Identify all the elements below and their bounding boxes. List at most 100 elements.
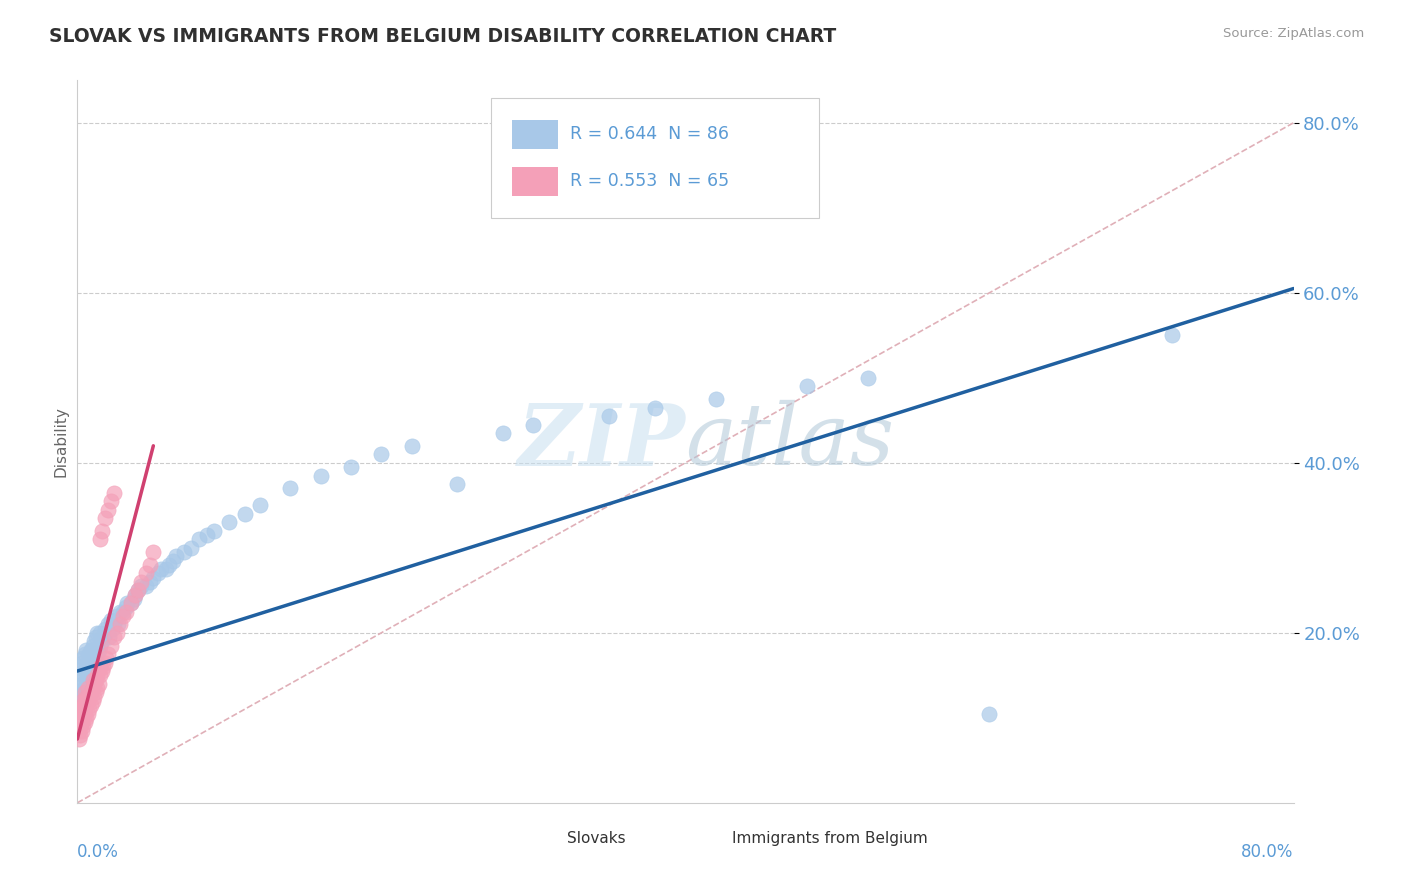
Point xyxy=(84,673,107,687)
Point xyxy=(69,719,91,733)
Point xyxy=(86,681,108,695)
Point xyxy=(309,468,332,483)
Text: SLOVAK VS IMMIGRANTS FROM BELGIUM DISABILITY CORRELATION CHART: SLOVAK VS IMMIGRANTS FROM BELGIUM DISABI… xyxy=(49,27,837,45)
Point xyxy=(155,562,177,576)
Point xyxy=(69,702,91,716)
Text: Source: ZipAtlas.com: Source: ZipAtlas.com xyxy=(1223,27,1364,40)
Point xyxy=(79,690,101,704)
Point xyxy=(83,677,105,691)
Point xyxy=(77,694,100,708)
Point xyxy=(70,723,93,738)
Point xyxy=(124,588,146,602)
Point xyxy=(72,690,94,704)
Text: ZIP: ZIP xyxy=(517,400,686,483)
Point xyxy=(82,660,104,674)
Text: atlas: atlas xyxy=(686,401,894,483)
Point xyxy=(83,634,105,648)
Point xyxy=(129,579,152,593)
Point xyxy=(89,668,111,682)
Point xyxy=(79,647,101,661)
Point xyxy=(139,558,162,572)
Point xyxy=(173,545,195,559)
Point xyxy=(75,677,97,691)
Point xyxy=(96,625,118,640)
Point xyxy=(1161,328,1184,343)
Point xyxy=(146,566,169,581)
Point xyxy=(107,617,129,632)
Point xyxy=(72,711,94,725)
Point xyxy=(75,711,97,725)
Point xyxy=(80,642,103,657)
Point xyxy=(69,728,91,742)
Point xyxy=(165,549,187,564)
Point xyxy=(70,714,93,729)
Point xyxy=(67,694,90,708)
Point xyxy=(84,630,107,644)
Point xyxy=(218,516,240,530)
Point xyxy=(86,668,108,682)
Point xyxy=(89,625,111,640)
Point xyxy=(80,698,103,712)
Text: R = 0.644  N = 86: R = 0.644 N = 86 xyxy=(569,125,728,143)
Point xyxy=(91,630,114,644)
Point xyxy=(79,702,101,716)
Point xyxy=(93,511,115,525)
Point xyxy=(73,681,96,695)
Point xyxy=(72,651,94,665)
Point xyxy=(796,379,818,393)
Point xyxy=(73,664,96,678)
Point xyxy=(98,630,121,644)
Point xyxy=(70,677,93,691)
Point xyxy=(124,588,146,602)
Point xyxy=(80,664,103,678)
Point xyxy=(84,651,107,665)
Point xyxy=(77,673,100,687)
Point xyxy=(127,583,149,598)
Point xyxy=(77,656,100,670)
Point xyxy=(97,647,120,661)
Point xyxy=(73,647,96,661)
Point xyxy=(90,524,112,538)
Point xyxy=(195,528,218,542)
Point xyxy=(72,719,94,733)
Point xyxy=(89,639,111,653)
Point xyxy=(105,608,128,623)
Point xyxy=(73,706,96,721)
Point xyxy=(446,477,468,491)
Point xyxy=(93,622,115,636)
Point xyxy=(522,417,544,432)
Point xyxy=(111,608,134,623)
Point xyxy=(90,664,112,678)
Point xyxy=(127,583,149,598)
Point xyxy=(142,545,165,559)
Point xyxy=(69,685,91,699)
Point xyxy=(492,425,515,440)
Point xyxy=(69,660,91,674)
Point xyxy=(188,533,211,547)
Point xyxy=(120,596,142,610)
Point xyxy=(67,723,90,738)
Point xyxy=(75,660,97,674)
Point xyxy=(370,447,392,461)
Point xyxy=(70,656,93,670)
Point xyxy=(72,698,94,712)
FancyBboxPatch shape xyxy=(512,167,558,196)
Text: 0.0%: 0.0% xyxy=(77,843,120,861)
Point xyxy=(93,656,115,670)
Point xyxy=(73,714,96,729)
Point xyxy=(67,673,90,687)
Point xyxy=(75,698,97,712)
Point xyxy=(75,690,97,704)
Point xyxy=(162,553,184,567)
Point xyxy=(233,507,256,521)
Point xyxy=(135,566,157,581)
Point xyxy=(70,694,93,708)
Point xyxy=(278,481,301,495)
Point xyxy=(120,596,142,610)
FancyBboxPatch shape xyxy=(512,120,558,149)
Point xyxy=(100,639,122,653)
Point xyxy=(115,605,138,619)
Point xyxy=(103,485,125,500)
Point xyxy=(73,685,96,699)
Point xyxy=(117,596,139,610)
